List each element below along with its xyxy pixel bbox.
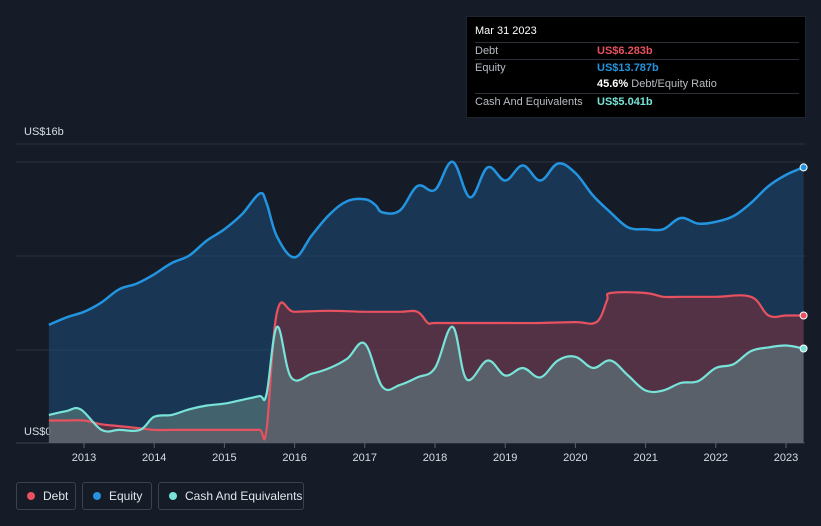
debt-end-point xyxy=(799,311,808,320)
y-label-bottom: US$0 xyxy=(24,426,52,438)
tooltip-equity-label: Equity xyxy=(475,62,506,74)
x-axis-ticks: 2013 2014 2015 2016 2017 2018 2019 2020 2021 2022… xyxy=(72,443,798,464)
tooltip-ratio-label: Debt/Equity Ratio xyxy=(631,78,717,90)
tooltip-cash-value: US$5.041b xyxy=(597,96,653,108)
equity-end-point xyxy=(799,163,808,172)
x-tick-label-2014: 2014 xyxy=(142,452,166,464)
cash-and-equivalents-line xyxy=(48,325,804,433)
legend-equity-dot xyxy=(93,492,101,500)
debt-line xyxy=(48,291,804,441)
tooltip-ratio: 45.6% Debt/Equity Ratio xyxy=(597,78,717,90)
series-areas xyxy=(48,161,804,443)
legend-equity[interactable]: Equity xyxy=(82,482,152,510)
x-tick-label-2019: 2019 xyxy=(493,452,517,464)
tooltip-ratio-value: 45.6% xyxy=(597,78,629,90)
cash-and-equivalents-area xyxy=(48,326,804,443)
x-tick-label-2017: 2017 xyxy=(353,452,377,464)
x-tick-label-2015: 2015 xyxy=(212,452,236,464)
tooltip-debt-label: Debt xyxy=(475,45,499,57)
legend-cash-label: Cash And Equivalents xyxy=(185,489,303,503)
legend-cash-dot xyxy=(169,492,177,500)
y-label-top: US$16b xyxy=(24,126,64,138)
tooltip-equity-value: US$13.787b xyxy=(597,62,659,74)
legend-equity-label: Equity xyxy=(109,489,143,503)
tooltip-debt-value: US$6.283b xyxy=(597,45,653,57)
x-tick-label-2016: 2016 xyxy=(282,452,306,464)
tooltip-row-ratio: 45.6% Debt/Equity Ratio xyxy=(475,76,799,92)
legend-debt-label: Debt xyxy=(43,489,69,503)
tooltip-cash-label: Cash And Equivalents xyxy=(475,96,583,108)
tooltip-row-cash: Cash And Equivalents US$5.041b xyxy=(475,93,799,110)
tooltip-row-equity: Equity US$13.787b xyxy=(475,59,799,76)
x-tick-label-2023: 2023 xyxy=(774,452,798,464)
tooltip-row-debt: Debt US$6.283b xyxy=(475,42,799,59)
hover-tooltip: Mar 31 2023 Debt US$6.283b Equity US$13.… xyxy=(466,16,806,118)
x-tick-label-2013: 2013 xyxy=(72,452,96,464)
x-tick-label-2022: 2022 xyxy=(704,452,728,464)
legend-debt[interactable]: Debt xyxy=(16,482,76,510)
tooltip-date: Mar 31 2023 xyxy=(475,25,537,37)
series-end-markers xyxy=(799,163,808,353)
series-lines xyxy=(48,160,805,441)
legend-cash[interactable]: Cash And Equivalents xyxy=(158,482,304,510)
cash-and-equivalents-end-point xyxy=(799,344,808,353)
x-tick-label-2021: 2021 xyxy=(633,452,657,464)
equity-line xyxy=(48,160,805,327)
legend-debt-dot xyxy=(27,492,35,500)
x-tick-label-2020: 2020 xyxy=(563,452,587,464)
x-tick-label-2018: 2018 xyxy=(423,452,447,464)
